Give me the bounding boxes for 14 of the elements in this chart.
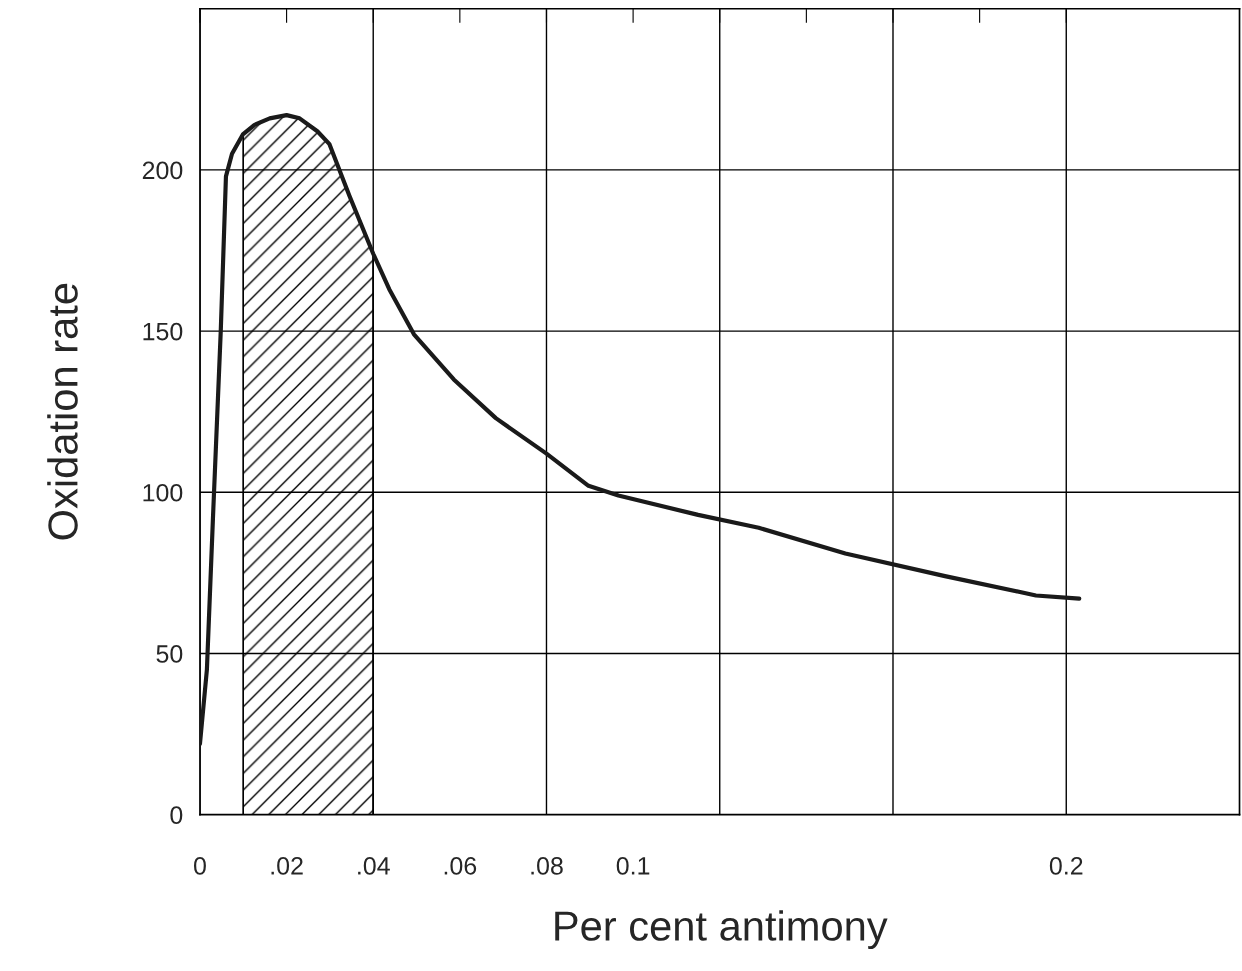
x-tick-label: 0: [193, 857, 206, 875]
y-tick-label: 150: [143, 322, 183, 341]
x-tick-label: .02: [271, 857, 303, 875]
x-tick-label: 0.2: [1049, 857, 1083, 875]
x-axis-title: Per cent antimony: [555, 910, 888, 950]
y-tick-label: 100: [143, 483, 183, 502]
y-tick-label: 200: [142, 161, 183, 180]
y-tick-label: 50: [156, 645, 183, 663]
y-tick-label: 0: [170, 806, 183, 824]
x-tick-label: .06: [444, 857, 477, 875]
x-tick-label: .04: [358, 857, 390, 875]
y-axis-title: Oxidation rate: [47, 283, 78, 540]
x-tick-label: 0.1: [616, 857, 650, 875]
x-tick-label: .08: [531, 857, 563, 875]
